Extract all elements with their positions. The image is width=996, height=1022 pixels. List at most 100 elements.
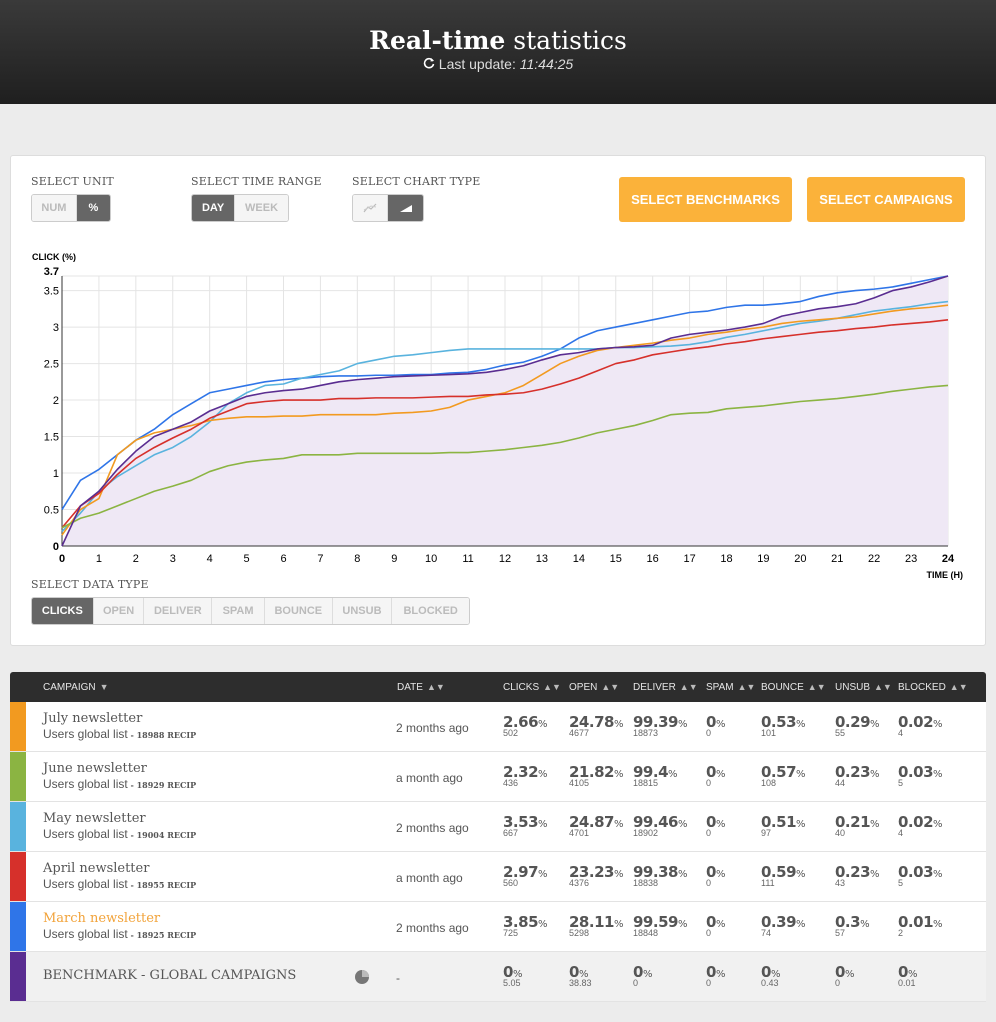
blocked-cell: 0.02% 4 xyxy=(898,813,943,838)
campaign-date: a month ago xyxy=(396,771,463,785)
campaign-color-strip xyxy=(10,902,26,951)
blocked-percent: 0.03% xyxy=(898,763,943,781)
x-tick-label: 0 xyxy=(59,553,65,565)
benchmark-name: BENCHMARK - GLOBAL CAMPAIGNS xyxy=(43,968,297,983)
percent-unit: % xyxy=(677,819,688,830)
x-tick-label: 7 xyxy=(317,553,323,565)
percent-unit: % xyxy=(613,719,624,730)
data-type-spam-option[interactable]: SPAM xyxy=(212,598,265,624)
percent-unit: % xyxy=(796,869,806,880)
table-row[interactable]: May newsletter Users global list - 19004 … xyxy=(10,802,986,852)
campaign-list: Users global list - 18925 RECIP xyxy=(43,927,197,941)
unit-percent-option[interactable]: % xyxy=(76,195,110,221)
open-percent: 24.78% xyxy=(569,713,623,731)
table-row[interactable]: March newsletter Users global list - 1892… xyxy=(10,902,986,952)
deliver-count: 0 xyxy=(633,978,639,988)
percent-unit: % xyxy=(933,919,943,930)
blocked-count: 2 xyxy=(898,928,904,938)
blocked-count: 4 xyxy=(898,828,904,838)
header-date[interactable]: DATE ▲▼ xyxy=(397,682,445,693)
percent-unit: % xyxy=(796,919,806,930)
open-percent: 24.87% xyxy=(569,813,623,831)
series-line xyxy=(61,384,949,529)
header-deliver[interactable]: DELIVER ▲▼ xyxy=(633,682,698,693)
spam-cell: 0% 0 xyxy=(706,913,725,938)
x-tick-label: 9 xyxy=(391,553,397,565)
header-clicks[interactable]: CLICKS ▲▼ xyxy=(503,682,561,693)
refresh-icon[interactable] xyxy=(423,56,435,72)
percent-unit: % xyxy=(715,769,726,780)
blocked-count: 5 xyxy=(898,878,904,888)
series-line xyxy=(61,275,949,510)
percent-unit: % xyxy=(933,769,943,780)
area-chart-icon[interactable] xyxy=(388,195,423,221)
unsub-percent: 0.21% xyxy=(835,813,880,831)
header-blocked[interactable]: BLOCKED ▲▼ xyxy=(898,682,968,693)
header-unsub[interactable]: UNSUB ▲▼ xyxy=(835,682,892,693)
header-bounce[interactable]: BOUNCE ▲▼ xyxy=(761,682,826,693)
unsub-count: 43 xyxy=(835,878,846,888)
data-type-deliver-option[interactable]: DELIVER xyxy=(144,598,213,624)
percent-unit: % xyxy=(933,719,943,730)
x-tick-label: 10 xyxy=(425,553,437,565)
blocked-cell: 0.03% 5 xyxy=(898,763,943,788)
header-open[interactable]: OPEN ▲▼ xyxy=(569,682,620,693)
campaign-name[interactable]: July newsletter xyxy=(43,711,143,726)
data-type-open-option[interactable]: OPEN xyxy=(93,598,145,624)
table-body: July newsletter Users global list - 18988… xyxy=(10,702,986,1002)
campaign-name[interactable]: June newsletter xyxy=(43,761,147,776)
sort-icon: ▲▼ xyxy=(949,682,968,692)
clicks-cell: 0% 5.05 xyxy=(503,963,522,988)
campaign-list: Users global list - 18929 RECIP xyxy=(43,777,197,791)
open-cell: 24.87% 4701 xyxy=(569,813,623,838)
campaign-name[interactable]: May newsletter xyxy=(43,811,146,826)
data-type-bounce-option[interactable]: BOUNCE xyxy=(264,598,333,624)
table-row[interactable]: April newsletter Users global list - 1895… xyxy=(10,852,986,902)
sort-down-icon: ▼ xyxy=(99,682,109,692)
select-campaigns-button[interactable]: SELECT CAMPAIGNS xyxy=(807,177,965,222)
unsub-cell: 0.23% 43 xyxy=(835,863,880,888)
clicks-percent: 3.85% xyxy=(503,913,548,931)
unsub-cell: 0.3% 57 xyxy=(835,913,870,938)
blocked-count: 4 xyxy=(898,728,904,738)
data-type-unsub-option[interactable]: UNSUB xyxy=(332,598,393,624)
time-range-week-option[interactable]: WEEK xyxy=(235,195,288,221)
y-tick-label: 1.5 xyxy=(44,432,59,444)
clicks-percent: 2.32% xyxy=(503,763,548,781)
campaign-name[interactable]: April newsletter xyxy=(43,861,150,876)
clicks-percent: 0% xyxy=(503,963,522,981)
time-range-day-option[interactable]: DAY xyxy=(192,195,236,221)
benchmark-row[interactable]: BENCHMARK - GLOBAL CAMPAIGNS -0% 5.05 0% 38.… xyxy=(10,952,986,1002)
select-unit-label: SELECT UNIT xyxy=(31,175,114,188)
unsub-percent: 0% xyxy=(835,963,854,981)
open-percent: 0% xyxy=(569,963,588,981)
data-type-clicks-option[interactable]: CLICKS xyxy=(32,598,94,624)
table-row[interactable]: June newsletter Users global list - 18929… xyxy=(10,752,986,802)
sort-icon: ▲▼ xyxy=(737,682,756,692)
clicks-count: 5.05 xyxy=(503,978,521,988)
y-tick-label: 2.5 xyxy=(44,359,59,371)
campaign-name[interactable]: March newsletter xyxy=(43,911,161,926)
blocked-cell: 0.02% 4 xyxy=(898,713,943,738)
unit-toggle: NUM % xyxy=(31,194,111,222)
header-campaign[interactable]: CAMPAIGN ▼ xyxy=(43,682,109,693)
line-chart-icon[interactable] xyxy=(353,195,389,221)
unit-num-option[interactable]: NUM xyxy=(32,195,77,221)
open-count: 5298 xyxy=(569,928,590,938)
select-benchmarks-button[interactable]: SELECT BENCHMARKS xyxy=(619,177,792,222)
percent-unit: % xyxy=(715,869,726,880)
benchmark-color-strip xyxy=(10,952,26,1001)
campaign-table: CAMPAIGN ▼ DATE ▲▼ CLICKS ▲▼ OPEN ▲▼ DELIVER… xyxy=(10,672,986,1002)
table-row[interactable]: July newsletter Users global list - 18988… xyxy=(10,702,986,752)
blocked-count: 5 xyxy=(898,778,904,788)
campaign-date: 2 months ago xyxy=(396,921,469,935)
open-count: 4105 xyxy=(569,778,590,788)
header-spam[interactable]: SPAM ▲▼ xyxy=(706,682,756,693)
spam-percent: 0% xyxy=(706,713,725,731)
data-type-blocked-option[interactable]: BLOCKED xyxy=(392,598,469,624)
bounce-count: 111 xyxy=(761,878,775,888)
pie-chart-icon[interactable] xyxy=(354,969,370,990)
percent-unit: % xyxy=(870,769,880,780)
blocked-cell: 0.01% 2 xyxy=(898,913,943,938)
recipient-count: - 19004 RECIP xyxy=(127,830,197,840)
